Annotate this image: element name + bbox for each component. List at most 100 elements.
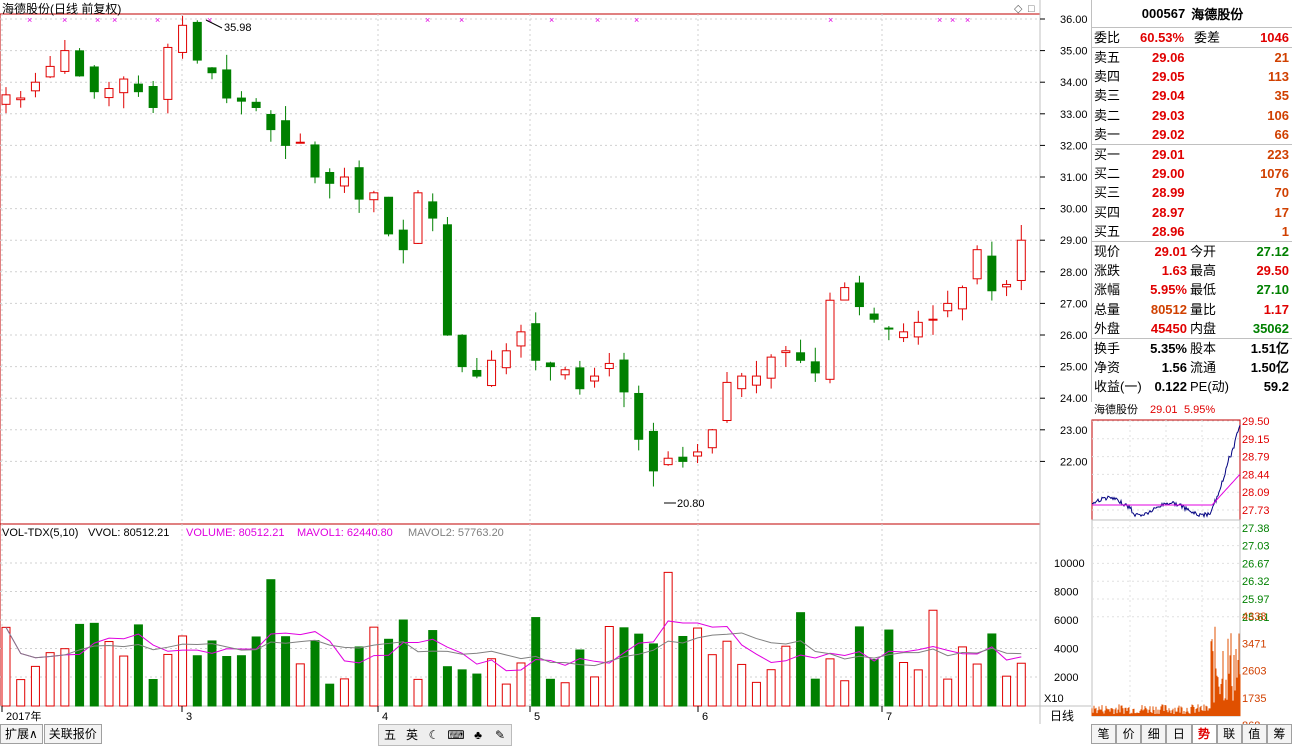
stat2-row: 换手 5.35% 股本 1.51亿 xyxy=(1094,341,1289,356)
event-marker[interactable]: × xyxy=(95,15,100,25)
tab-xi[interactable]: 细 xyxy=(1141,724,1167,744)
candle xyxy=(75,50,85,77)
event-marker[interactable]: × xyxy=(207,15,212,25)
price-tick: 24.00 xyxy=(1060,393,1088,405)
volume-bar xyxy=(45,652,55,707)
tab-chou[interactable]: 筹 xyxy=(1266,724,1292,744)
square-icon[interactable]: □ xyxy=(1028,3,1035,15)
candle xyxy=(634,392,644,440)
period-label[interactable]: 日线 xyxy=(1050,709,1074,723)
tab-lian[interactable]: 联 xyxy=(1216,724,1242,744)
volume-bar xyxy=(913,669,923,707)
vol-title: VOL-TDX(5,10) xyxy=(2,527,78,539)
event-markers: × × × × × × × × × × × × × × × xyxy=(27,15,970,25)
five-icon[interactable]: 五 xyxy=(383,728,396,742)
candle xyxy=(560,369,570,376)
tab-related-quote[interactable]: 关联报价 xyxy=(43,724,102,744)
volume-bar xyxy=(722,640,732,707)
volume-bar xyxy=(796,612,806,707)
tab-shi[interactable]: 势 xyxy=(1191,724,1217,744)
volume-tick: 2000 xyxy=(1054,672,1078,684)
volume-bar xyxy=(148,679,158,707)
event-marker[interactable]: × xyxy=(27,15,32,25)
stock-name: 海德股份 xyxy=(1191,7,1244,22)
volume-bar xyxy=(560,682,570,707)
candle xyxy=(310,144,320,178)
volume-bar xyxy=(678,635,688,707)
candle xyxy=(428,201,438,219)
tab-jia[interactable]: 价 xyxy=(1116,724,1142,744)
price-tick: 36.00 xyxy=(1060,14,1088,26)
event-marker[interactable]: × xyxy=(62,15,67,25)
stat-row: 涨跌 1.63 最高 29.50 xyxy=(1094,263,1289,279)
candle xyxy=(943,302,953,312)
candle xyxy=(45,65,55,78)
keyboard-icon[interactable]: ⌨ xyxy=(447,728,465,742)
volume-bar xyxy=(854,626,864,707)
candle xyxy=(737,375,747,390)
event-marker[interactable]: × xyxy=(828,15,833,25)
volume-bar xyxy=(619,627,629,707)
mini-pct: 5.95% xyxy=(1184,404,1215,416)
ask-row: 卖四 29.05 113 xyxy=(1094,69,1289,85)
volume-bar xyxy=(266,579,276,707)
candle xyxy=(884,327,894,330)
price-axis: 36.00 35.00 34.00 33.00 32.00 31.00 30.00 29.00… xyxy=(1040,14,1088,468)
volume-bar xyxy=(442,666,452,707)
english-icon[interactable]: 英 xyxy=(405,728,418,742)
volume-bar xyxy=(575,649,585,707)
price-tick: 22.00 xyxy=(1060,456,1088,468)
bid-row: 买三 28.99 70 xyxy=(1094,185,1289,201)
event-marker[interactable]: × xyxy=(950,15,955,25)
mini-price-tick: 27.38 xyxy=(1242,523,1270,535)
volume-bar xyxy=(457,669,467,707)
event-marker[interactable]: × xyxy=(549,15,554,25)
candle xyxy=(869,313,879,320)
bid-row: 买四 28.97 17 xyxy=(1094,204,1289,220)
volume-bar xyxy=(339,678,349,707)
mavol1-line xyxy=(5,620,1022,672)
event-marker[interactable]: × xyxy=(155,15,160,25)
volume-tick: 10000 xyxy=(1054,558,1085,570)
diamond-icon[interactable]: ◇ xyxy=(1014,3,1023,15)
candle xyxy=(604,362,614,370)
mini-title: 海德股份 xyxy=(1094,402,1138,416)
volume-tick: 8000 xyxy=(1054,587,1078,599)
event-marker[interactable]: × xyxy=(112,15,117,25)
volume-bar xyxy=(899,662,909,707)
event-marker[interactable]: × xyxy=(459,15,464,25)
price-tick: 30.00 xyxy=(1060,204,1088,216)
volume-bar xyxy=(766,669,776,707)
volume-bar xyxy=(972,663,982,707)
candle xyxy=(693,451,703,457)
candle xyxy=(354,167,364,200)
mini-vol-tick: 4338 xyxy=(1242,611,1266,623)
tab-ri[interactable]: 日 xyxy=(1166,724,1192,744)
tab-zhi[interactable]: 值 xyxy=(1241,724,1267,744)
event-marker[interactable]: × xyxy=(937,15,942,25)
candle xyxy=(281,120,291,146)
event-marker[interactable]: × xyxy=(425,15,430,25)
candle xyxy=(766,356,776,379)
volume-bars xyxy=(1,571,1026,707)
candle xyxy=(325,172,335,184)
stat-row: 总量 80512 量比 1.17 xyxy=(1094,301,1289,317)
event-marker[interactable]: × xyxy=(634,15,639,25)
tab-bi[interactable]: 笔 xyxy=(1091,724,1117,744)
candlesticks xyxy=(1,15,1026,487)
mini-vol-tick: 3471 xyxy=(1242,638,1266,650)
event-marker[interactable]: × xyxy=(595,15,600,25)
skin-icon[interactable]: ♣ xyxy=(474,728,482,742)
candle xyxy=(472,369,482,377)
candle xyxy=(840,287,850,301)
event-marker[interactable]: × xyxy=(965,15,970,25)
moon-icon[interactable]: ☾ xyxy=(428,728,440,742)
volume-tick: 4000 xyxy=(1054,644,1078,656)
candle xyxy=(16,97,26,101)
price-tick: 34.00 xyxy=(1060,77,1088,89)
ask-row: 卖三 29.04 35 xyxy=(1094,88,1289,104)
tab-expand[interactable]: 扩展∧ xyxy=(0,724,43,744)
volume-bar xyxy=(295,663,305,707)
wrench-icon[interactable]: ✎ xyxy=(494,728,506,742)
